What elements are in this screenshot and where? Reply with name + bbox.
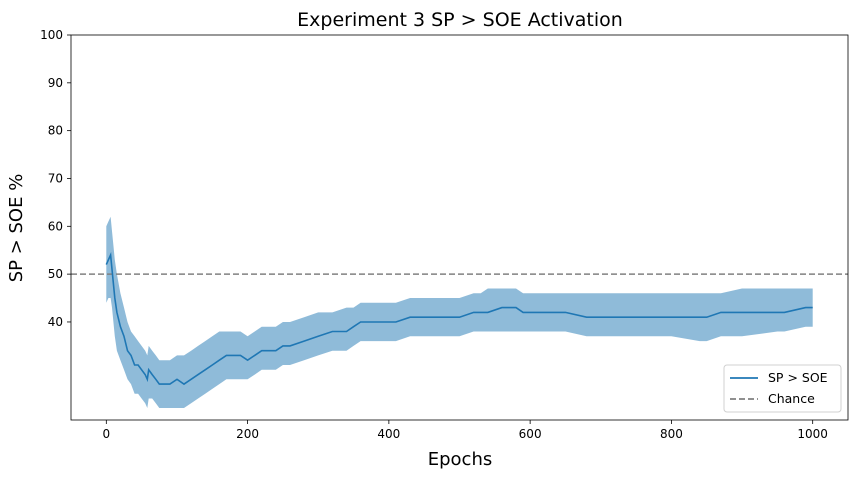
y-tick-label: 40	[48, 315, 63, 329]
legend: SP > SOE Chance	[723, 364, 842, 413]
x-axis: 0 200 400 600 800 1000	[102, 420, 828, 441]
x-tick-label: 200	[236, 427, 259, 441]
y-tick-label: 70	[48, 171, 63, 185]
plot-frame	[70, 34, 849, 421]
legend-label-chance: Chance	[768, 391, 815, 406]
confidence-band	[106, 216, 813, 408]
y-tick-label: 80	[48, 124, 63, 138]
y-tick-label: 90	[48, 76, 63, 90]
y-axis: 40 50 60 70 80 90 100	[40, 28, 71, 329]
x-tick-label: 800	[660, 427, 683, 441]
y-tick-label: 60	[48, 219, 63, 233]
y-tick-label: 100	[40, 28, 63, 42]
y-axis-title: SP > SOE %	[6, 174, 27, 283]
x-tick-label: 1000	[797, 427, 828, 441]
x-tick-label: 0	[102, 427, 110, 441]
plot-area	[71, 216, 848, 408]
x-tick-label: 400	[377, 427, 400, 441]
legend-box	[723, 364, 842, 413]
x-tick-label: 600	[519, 427, 542, 441]
x-axis-title: Epochs	[428, 449, 493, 470]
chart-title: Experiment 3 SP > SOE Activation	[297, 9, 623, 31]
legend-label-sp-soe: SP > SOE	[768, 370, 828, 385]
series-line-sp-soe	[105, 251, 813, 386]
y-tick-label: 50	[48, 267, 63, 281]
